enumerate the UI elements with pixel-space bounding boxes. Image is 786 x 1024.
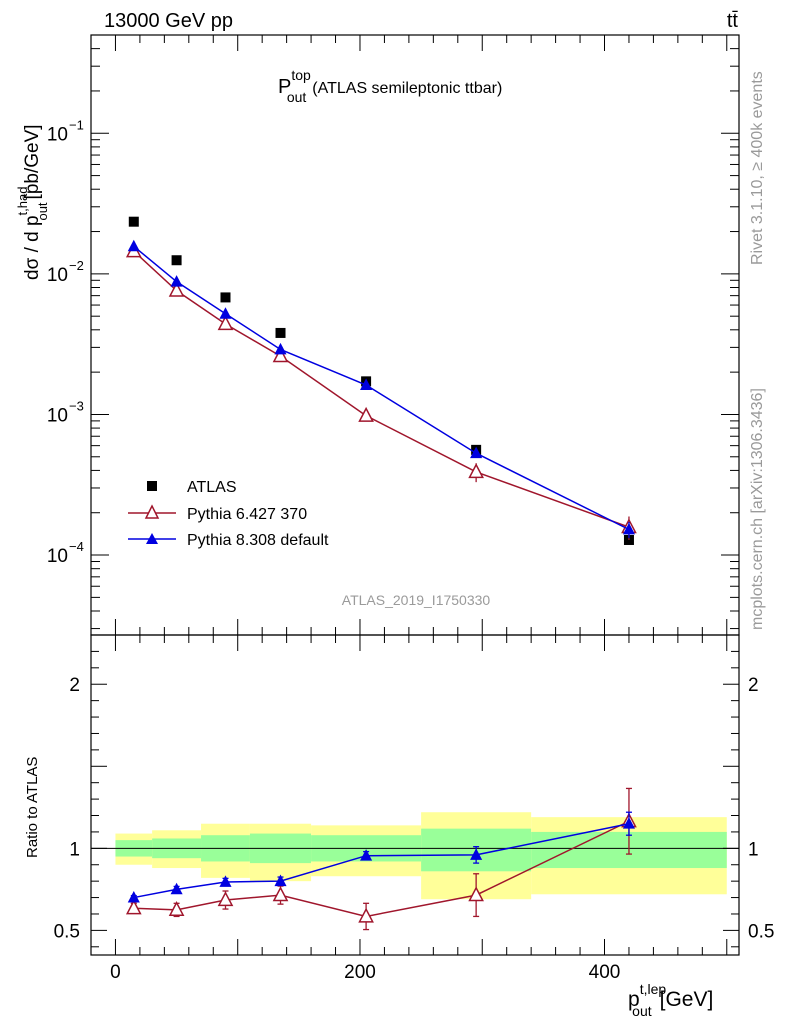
main-y-tick-label: 10 xyxy=(47,546,68,567)
main-point-pythia8 xyxy=(127,239,140,252)
analysis-watermark: ATLAS_2019_I1750330 xyxy=(342,592,491,608)
energy-label: 13000 GeV pp xyxy=(104,10,233,32)
legend-entry-pythia8: Pythia 8.308 default xyxy=(128,532,329,549)
process-label: tt̄ xyxy=(727,10,739,32)
rivet-version-label: Rivet 3.1.10, ≥ 400k events xyxy=(749,71,766,265)
main-title-sub: out xyxy=(287,89,307,105)
main-point-pythia8 xyxy=(470,446,483,459)
legend-marker-pythia8 xyxy=(146,533,158,544)
main-point-pythia6 xyxy=(217,315,234,331)
main-title: Ptop out (ATLAS semileptonic ttbar) xyxy=(278,67,502,105)
ratio-y-tick-label-right: 0.5 xyxy=(748,921,774,942)
ratio-point-pythia6 xyxy=(272,886,289,902)
ratio-point-pythia8 xyxy=(127,890,140,903)
ratio-y-tick-label-left: 1 xyxy=(69,839,80,860)
legend-label-pythia6: Pythia 6.427 370 xyxy=(187,506,307,523)
legend: ATLAS Pythia 6.427 370 Pythia 8.308 defa… xyxy=(128,479,329,549)
main-point-pythia8 xyxy=(170,275,183,287)
ratio-point-pythia8 xyxy=(470,848,483,860)
ratio-y-axis-label: Ratio to ATLAS xyxy=(24,757,41,858)
main-point-pythia6 xyxy=(168,281,185,297)
legend-marker-atlas xyxy=(147,481,157,491)
main-point-pythia8 xyxy=(360,378,373,390)
ratio-point-pythia8 xyxy=(219,875,232,887)
main-title-p: P xyxy=(278,76,291,98)
main-point-pythia8 xyxy=(219,307,232,319)
main-y-tick-label: 10 xyxy=(47,124,68,145)
main-ylabel-sub: out xyxy=(35,202,50,220)
xlabel-sup: t,lep xyxy=(640,981,667,997)
main-title-suffix: (ATLAS semileptonic ttbar) xyxy=(312,80,502,97)
main-ylabel-pre: dσ / d p xyxy=(22,215,43,280)
main-point-pythia8 xyxy=(622,522,636,535)
ratio-point-pythia6 xyxy=(217,891,234,907)
ratio-point-pythia8 xyxy=(274,874,287,887)
main-y-tick-label-exponent: −1 xyxy=(69,117,84,132)
ratio-point-pythia8 xyxy=(170,882,183,895)
main-ylabel-post: [pb/GeV] xyxy=(22,124,43,199)
legend-label-atlas: ATLAS xyxy=(187,479,237,496)
ratio-y-tick-label-left: 0.5 xyxy=(54,921,80,942)
ratio-point-pythia6 xyxy=(125,899,142,915)
xlabel-post: [GeV] xyxy=(660,988,714,1011)
main-ylabel-sup: t,had xyxy=(15,187,30,216)
main-point-pythia8 xyxy=(274,342,287,355)
main-y-tick-label-exponent: −3 xyxy=(69,398,84,413)
main-y-axis-label: dσ / d pt,had out [pb/GeV] xyxy=(15,124,50,280)
legend-entry-pythia6: Pythia 6.427 370 xyxy=(128,504,307,523)
x-tick-label: 0 xyxy=(110,962,121,983)
main-point-pythia6 xyxy=(358,406,374,422)
legend-label-pythia8: Pythia 8.308 default xyxy=(187,532,329,549)
main-panel: 10−110−210−310−4 Ptop out (ATLAS semilepto… xyxy=(15,34,740,636)
ratio-point-pythia8 xyxy=(360,849,373,861)
ratio-y-tick-label-right: 2 xyxy=(748,675,759,696)
legend-marker-pythia6 xyxy=(144,504,160,519)
xlabel-sub: out xyxy=(632,1003,652,1019)
main-point-atlas xyxy=(128,216,139,227)
mcplots-label: mcplots.cern.ch [arXiv:1306.3436] xyxy=(749,388,766,630)
ratio-point-pythia6 xyxy=(358,907,374,923)
x-axis-label: pt,lep out [GeV] xyxy=(628,981,713,1019)
main-y-tick-label: 10 xyxy=(47,265,68,286)
ratio-point-pythia6 xyxy=(468,886,484,902)
main-point-pythia6 xyxy=(468,463,484,479)
ratio-y-tick-label-right: 1 xyxy=(748,839,759,860)
ratio-point-pythia6 xyxy=(168,901,185,917)
main-point-pythia6 xyxy=(272,347,289,363)
main-title-sup: top xyxy=(291,67,311,83)
main-point-atlas xyxy=(275,327,286,338)
main-point-atlas xyxy=(220,292,231,303)
main-y-tick-label-exponent: −2 xyxy=(69,258,84,273)
main-y-tick-label-exponent: −4 xyxy=(69,539,84,554)
ratio-point-pythia8 xyxy=(622,817,636,829)
main-point-atlas xyxy=(171,255,182,266)
main-y-tick-label: 10 xyxy=(47,405,68,426)
x-tick-label: 400 xyxy=(589,962,621,983)
ratio-y-tick-label-left: 2 xyxy=(69,675,80,696)
ratio-panel: 0.5 0.5 1 1 2 2 0 200 400 Ratio to ATLAS pt,lep o… xyxy=(24,634,774,1019)
legend-entry-atlas: ATLAS xyxy=(147,479,237,496)
xlabel-pre: p xyxy=(628,988,640,1011)
x-tick-label: 200 xyxy=(344,962,376,983)
ratio-plot-frame xyxy=(90,634,740,956)
